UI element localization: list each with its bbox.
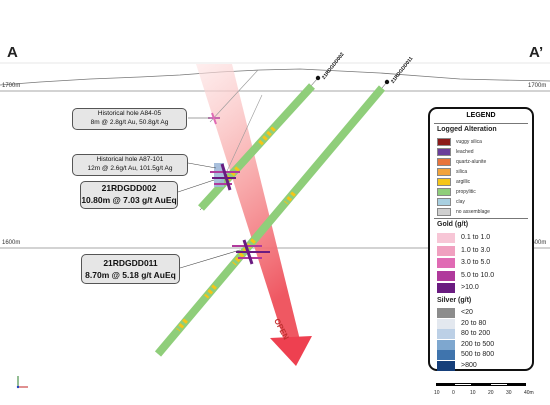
scale-bar: 10 0 10 20 30 40m: [434, 383, 538, 401]
scale-segment: [490, 383, 508, 386]
topography-line: [0, 68, 550, 86]
legend-title: LEGEND: [466, 112, 496, 119]
hole-002-propylitic: [198, 83, 315, 211]
collar-hole-002: [315, 75, 321, 81]
legend-silver-label: 20 to 80: [461, 319, 487, 327]
scale-tick-label: 0: [452, 390, 455, 396]
legend-alteration-swatch: [437, 188, 451, 196]
leader-011: [179, 249, 241, 269]
callout-historical-a87: Historical hole A87-101 12m @ 2.6g/t Au,…: [72, 154, 188, 176]
legend-silver-label: <20: [461, 309, 473, 316]
elevation-1700-right: 1700m: [528, 83, 547, 89]
intercept-hole-002: [210, 163, 240, 191]
legend-gold-swatch: [437, 245, 455, 256]
leader-002: [177, 179, 215, 193]
legend-gold-swatch: [437, 258, 455, 268]
elevation-1600-left: 1600m: [2, 240, 21, 246]
legend-alteration-label: argillic: [456, 179, 471, 185]
axis-triad: [16, 376, 28, 389]
legend-alteration-label: vuggy silica: [456, 139, 482, 145]
hole-011-argillic-4: [176, 318, 188, 332]
callout-hole-011: 21RDGDD011 8.70m @ 5.18 g/t AuEq: [81, 254, 180, 284]
legend-alteration-title: Logged Alteration: [437, 126, 497, 133]
legend-divider: [434, 123, 528, 124]
section-end-label: A’: [529, 44, 544, 61]
legend-alteration-swatch: [437, 208, 451, 216]
callout-a87-title: Historical hole A87-101: [96, 156, 164, 163]
historical-hole-a87-trace: [221, 94, 263, 183]
callout-a84-detail: 8m @ 2.8g/t Au, 50.8g/t Ag: [90, 119, 169, 126]
legend-silver-swatch: [437, 350, 455, 360]
leader-a87: [187, 162, 217, 169]
legend-gold-swatch: [437, 233, 455, 243]
scale-segment: [472, 383, 490, 386]
hole-011-propylitic: [154, 85, 386, 357]
legend-alteration-label: propylitic: [456, 189, 476, 195]
legend-gold-swatch: [437, 283, 455, 293]
legend-silver-label: 500 to 800: [461, 351, 495, 358]
historical-hole-a84-trace: [209, 69, 259, 123]
legend-silver-label: 200 to 500: [461, 340, 495, 348]
callout-011-detail: 8.70m @ 5.18 g/t AuEq: [85, 270, 176, 280]
intercept-hole-011: [232, 239, 270, 265]
legend-silver-label: >800: [461, 361, 477, 369]
legend-alteration-label: clay: [456, 199, 465, 205]
callout-historical-a84: Historical hole A84-05 8m @ 2.8g/t Au, 5…: [72, 108, 187, 130]
legend-silver-swatch: [437, 318, 455, 329]
callout-a87-detail: 12m @ 2.6g/t Au, 101.5g/t Ag: [87, 165, 173, 172]
legend-alteration-swatch: [437, 148, 451, 156]
scale-tick-label: 30: [506, 390, 512, 396]
legend-silver-swatch: [437, 360, 455, 371]
legend-panel: LEGEND Logged Alteration vuggy silica lea…: [428, 107, 534, 371]
legend-alteration-label: quartz-alunite: [456, 159, 487, 165]
scale-segment: [454, 383, 472, 386]
hole-011-argillic-2: [232, 238, 256, 266]
legend-alteration-label: leached: [456, 149, 474, 155]
legend-gold-label: 0.1 to 1.0: [461, 234, 491, 241]
legend-divider: [434, 218, 528, 219]
legend-alteration-swatch: [437, 168, 451, 176]
legend-alteration-swatch: [437, 158, 451, 166]
legend-gold-title: Gold (g/t): [437, 221, 469, 228]
callout-002-detail: 10.80m @ 7.03 g/t AuEq: [81, 195, 177, 205]
scale-segment: [508, 383, 526, 386]
legend-gold-label: 5.0 to 10.0: [461, 271, 495, 279]
legend-silver-label: 80 to 200: [461, 330, 491, 337]
elevation-1700-left: 1700m: [2, 83, 21, 89]
legend-alteration-label: no assemblage: [456, 209, 490, 215]
scale-segment: [436, 383, 454, 386]
elevation-1600-right: 1600m: [528, 240, 547, 246]
legend-gold-label: 3.0 to 5.0: [461, 259, 491, 266]
legend-silver-swatch: [437, 329, 455, 339]
scale-tick-label: 40m: [524, 390, 534, 396]
legend-alteration-swatch: [437, 138, 451, 146]
callout-002-title: 21RDGDD002: [101, 183, 157, 193]
scale-tick-label: 10: [470, 390, 476, 396]
mineralized-zone: [196, 64, 300, 340]
legend-silver-swatch: [437, 308, 455, 318]
open-arrow: [270, 336, 312, 366]
legend-silver-swatch: [437, 339, 455, 350]
legend-alteration-label: silica: [456, 169, 468, 175]
hole-011-argillic-3: [204, 284, 217, 299]
hole-011-argillic-1: [284, 191, 296, 205]
scale-tick-label: 10: [434, 390, 440, 396]
legend-gold-swatch: [437, 270, 455, 281]
collar-hole-011: [384, 79, 390, 85]
legend-alteration-swatch: [437, 198, 451, 206]
legend-gold-label: >10.0: [461, 284, 479, 291]
legend-alteration-swatch: [437, 178, 451, 186]
hole-002-argillic-1: [256, 126, 276, 148]
scale-tick-label: 20: [488, 390, 494, 396]
legend-silver-title: Silver (g/t): [437, 297, 472, 304]
callout-011-title: 21RDGDD011: [103, 258, 158, 268]
section-start-label: A: [7, 44, 18, 61]
callout-hole-002: 21RDGDD002 10.80m @ 7.03 g/t AuEq: [80, 181, 178, 209]
callout-a84-title: Historical hole A84-05: [97, 110, 162, 117]
legend-gold-label: 1.0 to 3.0: [461, 246, 491, 254]
